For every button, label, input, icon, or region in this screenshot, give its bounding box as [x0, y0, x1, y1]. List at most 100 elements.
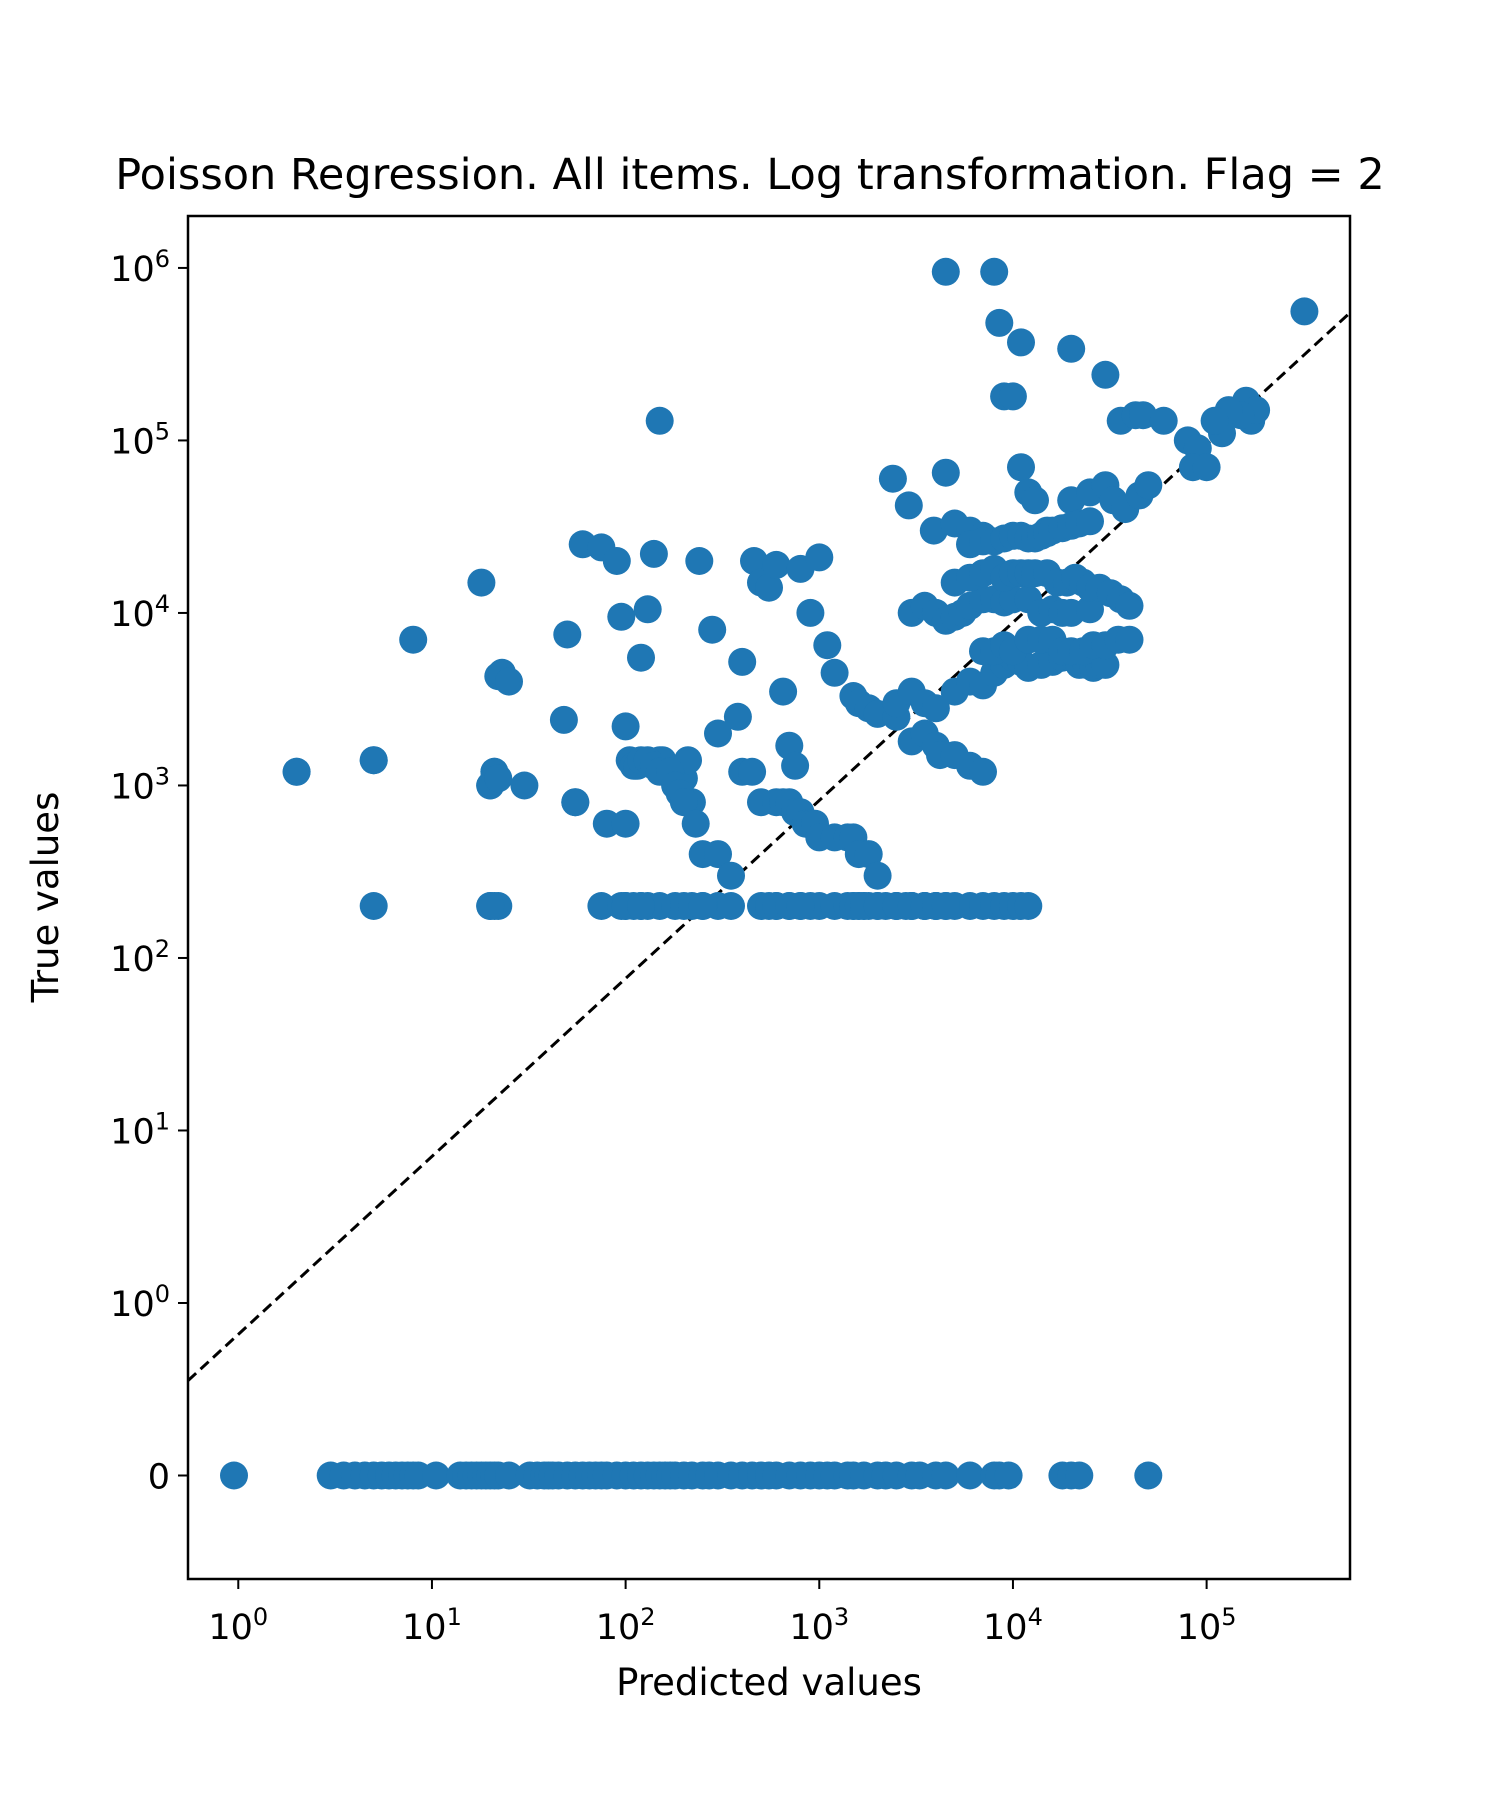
- data-point: [894, 491, 923, 520]
- data-point: [627, 643, 655, 672]
- data-point: [1149, 406, 1178, 435]
- x-axis-ticks: 100 101 102 103 104 105: [208, 1579, 1237, 1648]
- data-point: [1134, 1461, 1163, 1490]
- data-point: [755, 573, 783, 602]
- data-point: [781, 751, 810, 780]
- x-tick-label: 105: [1177, 1603, 1237, 1648]
- data-point: [931, 458, 960, 487]
- x-tick-label: 103: [789, 1603, 849, 1648]
- data-point: [854, 840, 883, 869]
- data-point: [633, 595, 662, 624]
- y-tick-label: 104: [110, 590, 170, 635]
- data-point: [553, 620, 582, 649]
- data-point: [698, 615, 727, 644]
- data-point: [969, 757, 997, 786]
- data-point: [422, 1461, 451, 1490]
- y-axis-ticks: 0 100 101 102 103 104 105 106: [110, 245, 188, 1497]
- y-tick-label: 102: [110, 935, 170, 980]
- y-tick-label: 100: [110, 1280, 170, 1325]
- data-point: [994, 1461, 1023, 1490]
- data-point: [1021, 486, 1049, 515]
- data-points: [220, 257, 1319, 1490]
- data-point: [602, 547, 631, 575]
- data-point: [1115, 591, 1144, 620]
- data-point: [728, 647, 757, 676]
- data-point: [1134, 471, 1163, 500]
- data-point: [740, 547, 768, 575]
- data-point: [1065, 1461, 1094, 1490]
- data-point: [980, 257, 1009, 286]
- data-point: [931, 1461, 960, 1490]
- data-point: [805, 543, 834, 572]
- data-point: [639, 539, 668, 568]
- data-point: [878, 464, 907, 493]
- data-point: [786, 892, 815, 920]
- data-point: [611, 809, 640, 838]
- data-point: [1091, 360, 1120, 389]
- data-point: [863, 861, 892, 890]
- data-point: [645, 406, 674, 435]
- chart-title: Poisson Regression. All items. Log trans…: [115, 150, 1384, 200]
- data-point: [1007, 328, 1035, 357]
- plot-frame: [186, 214, 1352, 1581]
- data-point: [985, 308, 1014, 337]
- y-tick-label: 105: [110, 417, 170, 462]
- data-point: [921, 694, 950, 723]
- data-point: [1192, 453, 1221, 482]
- x-tick-label: 104: [983, 1603, 1043, 1648]
- data-point: [796, 598, 825, 627]
- data-point: [813, 631, 842, 660]
- y-axis-label: True values: [24, 792, 67, 1004]
- data-point: [282, 757, 311, 786]
- data-point: [607, 602, 636, 631]
- y-tick-label: 103: [110, 762, 170, 807]
- x-tick-label: 101: [402, 1603, 462, 1648]
- data-point: [688, 892, 717, 920]
- data-point: [549, 705, 578, 734]
- data-point: [820, 658, 849, 687]
- y-tick-label: 0: [148, 1457, 170, 1497]
- data-point: [495, 667, 523, 696]
- data-point: [399, 625, 428, 654]
- data-point: [1076, 507, 1104, 536]
- data-point: [669, 788, 698, 817]
- data-point: [1014, 892, 1043, 920]
- x-tick-label: 102: [596, 1603, 656, 1648]
- data-point: [611, 712, 640, 741]
- data-point: [1115, 625, 1144, 654]
- data-point: [1076, 595, 1104, 624]
- data-point: [484, 764, 513, 793]
- data-point: [931, 257, 960, 286]
- data-point: [495, 1461, 523, 1490]
- data-point: [1007, 453, 1035, 482]
- data-point: [738, 757, 767, 786]
- data-point: [627, 892, 655, 920]
- data-point: [931, 892, 960, 920]
- data-point: [359, 892, 388, 920]
- x-tick-label: 100: [208, 1603, 268, 1648]
- data-point: [717, 892, 745, 920]
- data-point: [769, 677, 798, 706]
- data-point: [476, 892, 505, 920]
- data-point: [467, 568, 496, 597]
- data-point: [359, 746, 388, 775]
- data-point: [681, 809, 710, 838]
- data-point: [1200, 406, 1229, 435]
- data-point: [587, 892, 616, 920]
- data-point: [956, 1461, 984, 1490]
- reference-line: [186, 311, 1352, 1382]
- data-point: [1057, 334, 1086, 363]
- data-point: [510, 771, 539, 800]
- data-point: [717, 861, 745, 890]
- data-point: [220, 1461, 248, 1490]
- data-point: [685, 547, 714, 575]
- data-point: [704, 840, 732, 869]
- x-axis-label: Predicted values: [616, 1661, 922, 1704]
- data-point: [998, 382, 1027, 411]
- data-point: [762, 550, 791, 579]
- data-point: [561, 788, 590, 817]
- y-tick-label: 106: [110, 245, 170, 290]
- y-tick-label: 101: [110, 1107, 170, 1152]
- data-point: [723, 702, 752, 731]
